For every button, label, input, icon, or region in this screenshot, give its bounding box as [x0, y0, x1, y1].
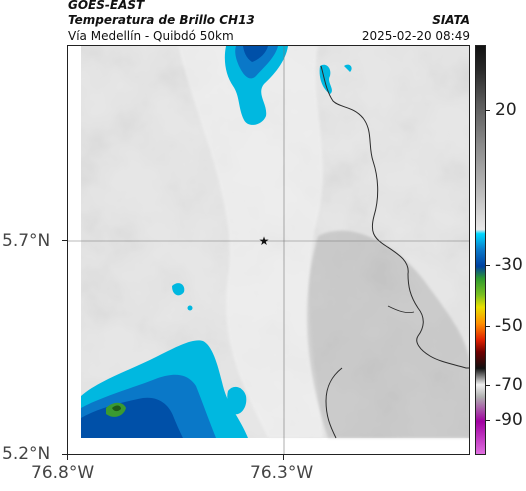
cold-cloud-southwest	[81, 340, 248, 438]
lat-label: 5.7°N	[2, 231, 51, 251]
colorbar-tick	[486, 420, 490, 421]
x-tick	[283, 455, 284, 460]
timestamp-label: 2025-02-20 08:49	[361, 29, 470, 43]
title-satellite: GOES-EAST	[68, 0, 145, 12]
colorbar-label: -50	[495, 316, 523, 336]
colorbar-tick	[486, 326, 490, 327]
cold-cloud-speck	[187, 305, 193, 311]
colorbar-tick	[486, 265, 490, 266]
x-tick	[67, 455, 68, 460]
agency-label: SIATA	[432, 13, 470, 27]
lon-label: 76.8°W	[31, 463, 95, 483]
border-line	[325, 367, 343, 439]
y-tick	[62, 240, 67, 241]
cold-cloud-fragment	[344, 64, 352, 72]
star-marker-icon[interactable]: ★	[259, 234, 270, 248]
border-line	[387, 305, 415, 314]
y-tick	[62, 454, 67, 455]
colorbar	[475, 45, 486, 455]
cold-cloud-north	[224, 46, 288, 125]
coastline	[320, 65, 469, 369]
lat-label: 5.2°N	[2, 444, 51, 464]
title-product: Temperatura de Brillo CH13	[68, 13, 255, 27]
subtitle-region: Vía Medellín - Quibdó 50km	[68, 29, 234, 43]
colorbar-label: -70	[495, 375, 523, 395]
clear-sky-band	[178, 46, 323, 438]
colorbar-label: 20	[495, 100, 517, 120]
lon-label: 76.3°W	[250, 463, 314, 483]
brightness-temperature-image: ★	[68, 46, 469, 454]
colorbar-label: -30	[495, 255, 523, 275]
cold-cloud-speck	[172, 283, 185, 296]
colorbar-tick	[486, 110, 490, 111]
colorbar-label: -90	[495, 410, 523, 430]
satellite-map[interactable]: ★	[67, 45, 470, 455]
colorbar-tick	[486, 385, 490, 386]
dense-cloud-east	[307, 230, 469, 438]
